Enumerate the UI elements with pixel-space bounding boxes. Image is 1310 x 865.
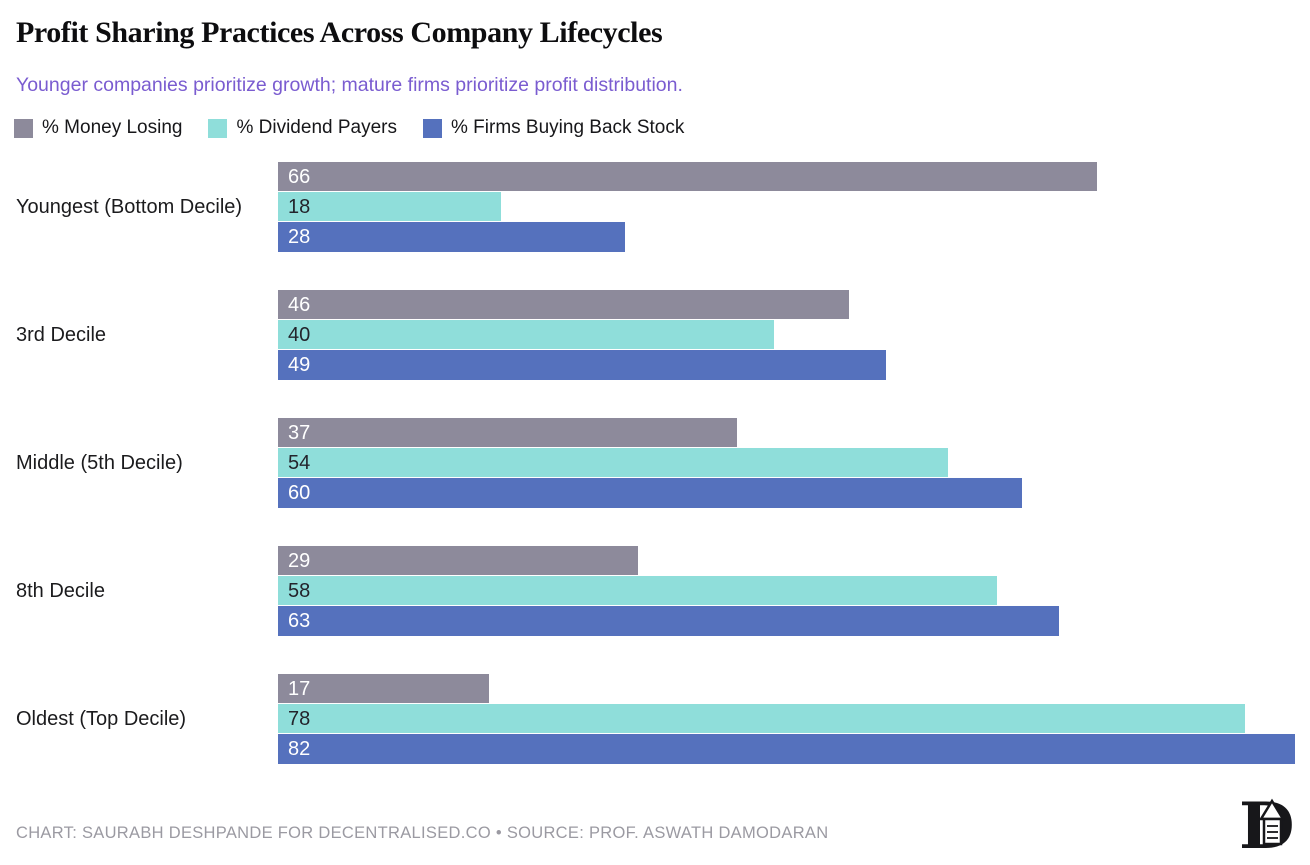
bar: 37 bbox=[278, 418, 737, 448]
bar-value-label: 49 bbox=[288, 354, 311, 376]
bar: 18 bbox=[278, 192, 502, 222]
bar-stack: 46 40 49 bbox=[278, 290, 1295, 380]
legend-swatch-dividend-payers bbox=[208, 118, 228, 138]
legend-swatch-buybacks bbox=[423, 118, 442, 138]
chart-title: Profit Sharing Practices Across Company … bbox=[16, 16, 663, 49]
legend-item-dividend-payers: % Dividend Payers bbox=[208, 117, 397, 139]
footer-credit: CHART: SAURABH DESHPANDE FOR DECENTRALIS… bbox=[16, 824, 829, 842]
bar-value-label: 40 bbox=[288, 323, 311, 346]
bar-chart: Youngest (Bottom Decile) 66 18 28 3rd Decile… bbox=[0, 162, 1310, 764]
category-label: 3rd Decile bbox=[16, 323, 107, 346]
bar-stack: 37 54 60 bbox=[278, 418, 1295, 508]
bar-stack: 66 18 28 bbox=[278, 162, 1295, 252]
legend-item-buybacks: % Firms Buying Back Stock bbox=[423, 117, 684, 139]
bar-value-label: 66 bbox=[288, 165, 311, 188]
bar: 60 bbox=[278, 478, 1023, 508]
bar-value-label: 17 bbox=[288, 677, 311, 700]
bar-group: Youngest (Bottom Decile) 66 18 28 bbox=[0, 162, 1310, 252]
bar-stack: 17 78 82 bbox=[278, 674, 1295, 764]
category-label: Middle (5th Decile) bbox=[16, 451, 183, 474]
bar-value-label: 54 bbox=[288, 451, 311, 474]
bar: 46 bbox=[278, 290, 849, 320]
bar-value-label: 29 bbox=[288, 549, 311, 572]
bar-group: Middle (5th Decile) 37 54 60 bbox=[0, 418, 1310, 508]
category-label: Youngest (Bottom Decile) bbox=[16, 195, 243, 218]
bar: 82 bbox=[278, 734, 1295, 764]
legend-swatch-money-losing bbox=[14, 118, 33, 138]
bar-value-label: 37 bbox=[288, 421, 311, 444]
bar-value-label: 18 bbox=[288, 195, 311, 218]
bar: 17 bbox=[278, 674, 489, 704]
legend-label: % Dividend Payers bbox=[236, 117, 397, 138]
bar: 66 bbox=[278, 162, 1097, 192]
bar-stack: 29 58 63 bbox=[278, 546, 1295, 636]
bar-value-label: 78 bbox=[288, 707, 311, 730]
bar: 58 bbox=[278, 576, 998, 606]
bar-value-label: 60 bbox=[288, 482, 311, 504]
category-label: Oldest (Top Decile) bbox=[16, 707, 187, 730]
bar-value-label: 58 bbox=[288, 579, 311, 602]
legend-label: % Firms Buying Back Stock bbox=[451, 117, 685, 138]
decentralised-logo: D bbox=[1240, 790, 1295, 858]
bar-value-label: 28 bbox=[288, 226, 311, 248]
legend: % Money Losing % Dividend Payers % Firms… bbox=[14, 117, 684, 139]
bar-value-label: 63 bbox=[288, 610, 311, 632]
bar-group: 8th Decile 29 58 63 bbox=[0, 546, 1310, 636]
bar: 54 bbox=[278, 448, 948, 478]
legend-label: % Money Losing bbox=[42, 117, 183, 138]
bar: 40 bbox=[278, 320, 775, 350]
bar: 29 bbox=[278, 546, 638, 576]
legend-item-money-losing: % Money Losing bbox=[14, 117, 182, 139]
bar: 28 bbox=[278, 222, 626, 252]
bar-group: 3rd Decile 46 40 49 bbox=[0, 290, 1310, 380]
bar-group: Oldest (Top Decile) 17 78 82 bbox=[0, 674, 1310, 764]
chart-subtitle: Younger companies prioritize growth; mat… bbox=[16, 74, 683, 96]
category-label: 8th Decile bbox=[16, 579, 105, 602]
bar-value-label: 46 bbox=[288, 293, 311, 316]
bar-value-label: 82 bbox=[288, 738, 311, 760]
bar: 78 bbox=[278, 704, 1246, 734]
bar: 63 bbox=[278, 606, 1060, 636]
bar: 49 bbox=[278, 350, 886, 380]
